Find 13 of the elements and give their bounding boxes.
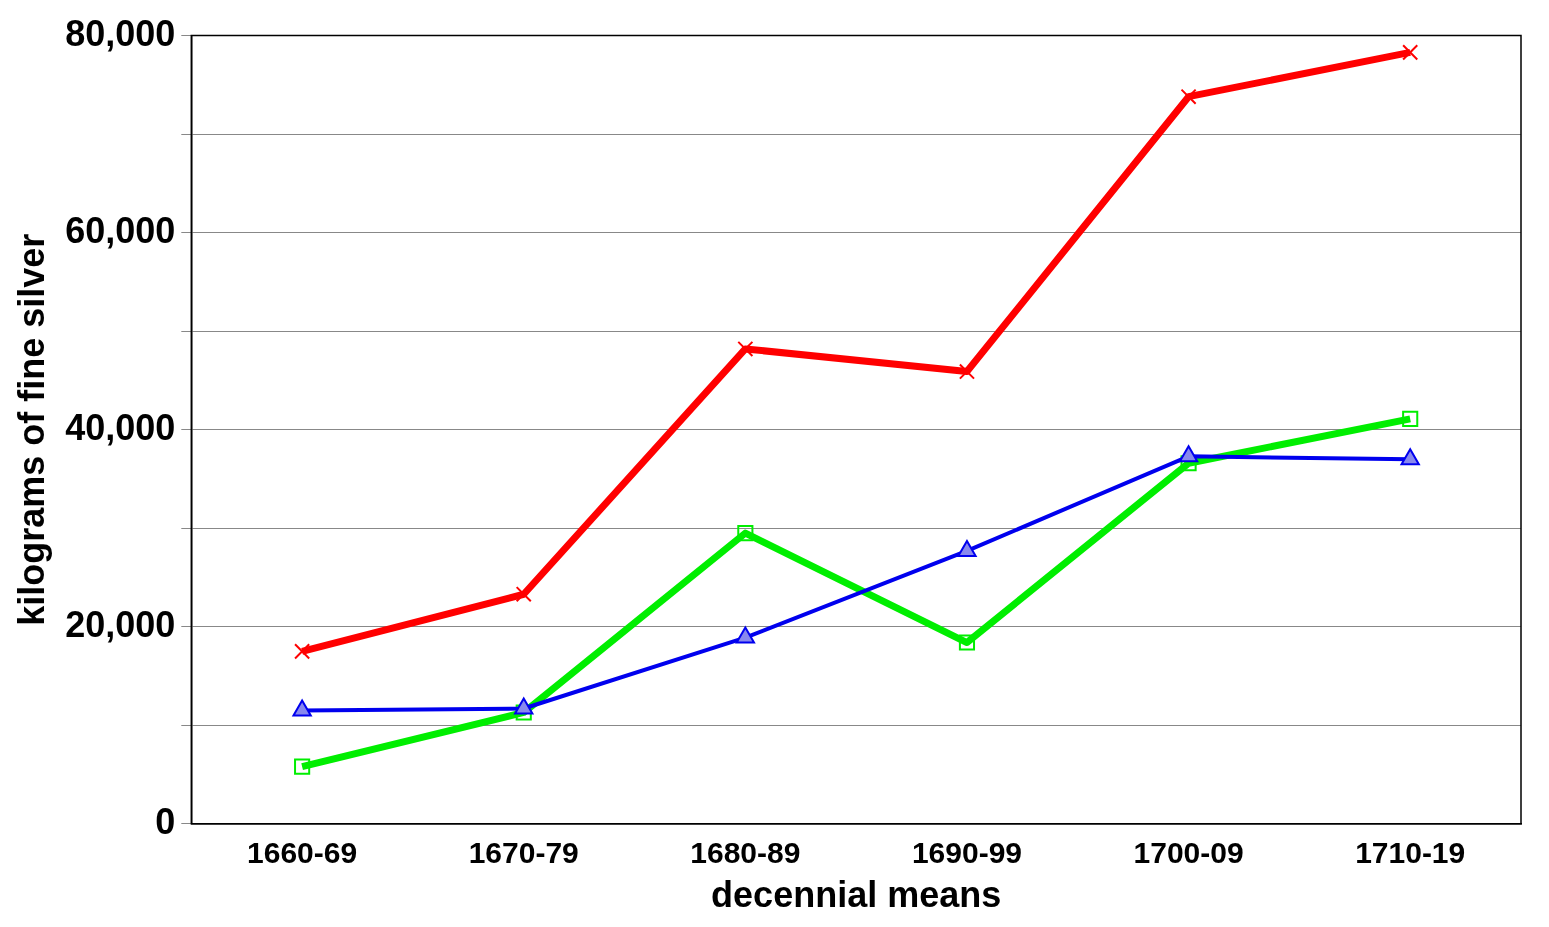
x-tick-label: 1710-19 xyxy=(1355,836,1466,870)
x-tick-label: 1670-79 xyxy=(468,836,579,870)
x-axis-title: decennial means xyxy=(711,874,1002,916)
y-tick-label: 20,000 xyxy=(65,603,176,645)
x-tick-label: 1680-89 xyxy=(690,836,801,870)
x-tick-label: 1690-99 xyxy=(911,836,1023,870)
y-tick-label: 80,000 xyxy=(65,12,176,54)
x-tick-label: 1660-69 xyxy=(247,836,358,870)
y-tick-label: 60,000 xyxy=(65,209,176,251)
y-tick-label: 0 xyxy=(155,800,176,842)
y-tick-label: 40,000 xyxy=(65,406,176,448)
x-tick-label: 1700-09 xyxy=(1133,836,1244,870)
y-axis-title: kilograms of fine silver xyxy=(10,233,52,626)
